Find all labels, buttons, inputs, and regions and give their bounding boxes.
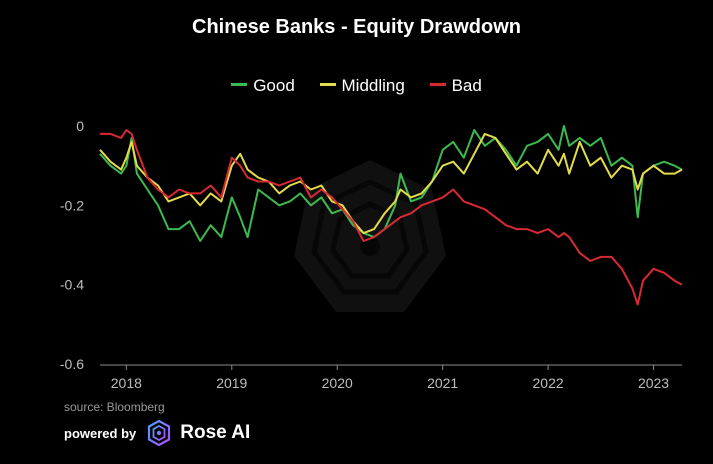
- x-tick-label: 2019: [216, 375, 247, 391]
- series-line-good: [99, 125, 683, 242]
- series-lines: [99, 125, 683, 306]
- y-tick-label: -0.6: [60, 356, 84, 372]
- series-line-bad: [100, 129, 683, 306]
- x-tick-label: 2023: [638, 375, 669, 391]
- legend-swatch-bad: [429, 83, 446, 87]
- powered-by-label: powered by: [64, 425, 137, 441]
- legend-label-middling: Middling: [341, 76, 405, 95]
- powered-by[interactable]: powered by Rose AI: [64, 420, 251, 446]
- x-tick-label: 2020: [322, 375, 353, 391]
- y-axis-ticks: 0 -0.2 -0.4 -0.6: [60, 118, 84, 372]
- legend-item-bad[interactable]: Bad: [429, 76, 482, 96]
- brand-name: Rose AI: [180, 422, 251, 443]
- y-tick-label: -0.2: [60, 197, 84, 213]
- x-axis-ticks: 2018 2019 2020 2021 2022 2023: [111, 365, 669, 391]
- legend-label-good: Good: [253, 76, 295, 95]
- x-tick-label: 2021: [427, 375, 458, 391]
- x-tick-label: 2018: [111, 375, 142, 391]
- y-tick-label: -0.4: [60, 277, 84, 293]
- y-tick-label: 0: [76, 118, 84, 134]
- legend-label-bad: Bad: [451, 76, 482, 95]
- legend: Good Middling Bad: [0, 76, 713, 96]
- x-tick-label: 2022: [533, 375, 564, 391]
- legend-item-good[interactable]: Good: [231, 76, 295, 96]
- source-note: source: Bloomberg: [64, 400, 165, 414]
- legend-swatch-good: [231, 83, 248, 87]
- chart-title: Chinese Banks - Equity Drawdown: [192, 16, 521, 38]
- legend-swatch-middling: [319, 83, 336, 87]
- legend-item-middling[interactable]: Middling: [319, 76, 405, 96]
- hexagon-spiral-logo-icon: [148, 420, 171, 446]
